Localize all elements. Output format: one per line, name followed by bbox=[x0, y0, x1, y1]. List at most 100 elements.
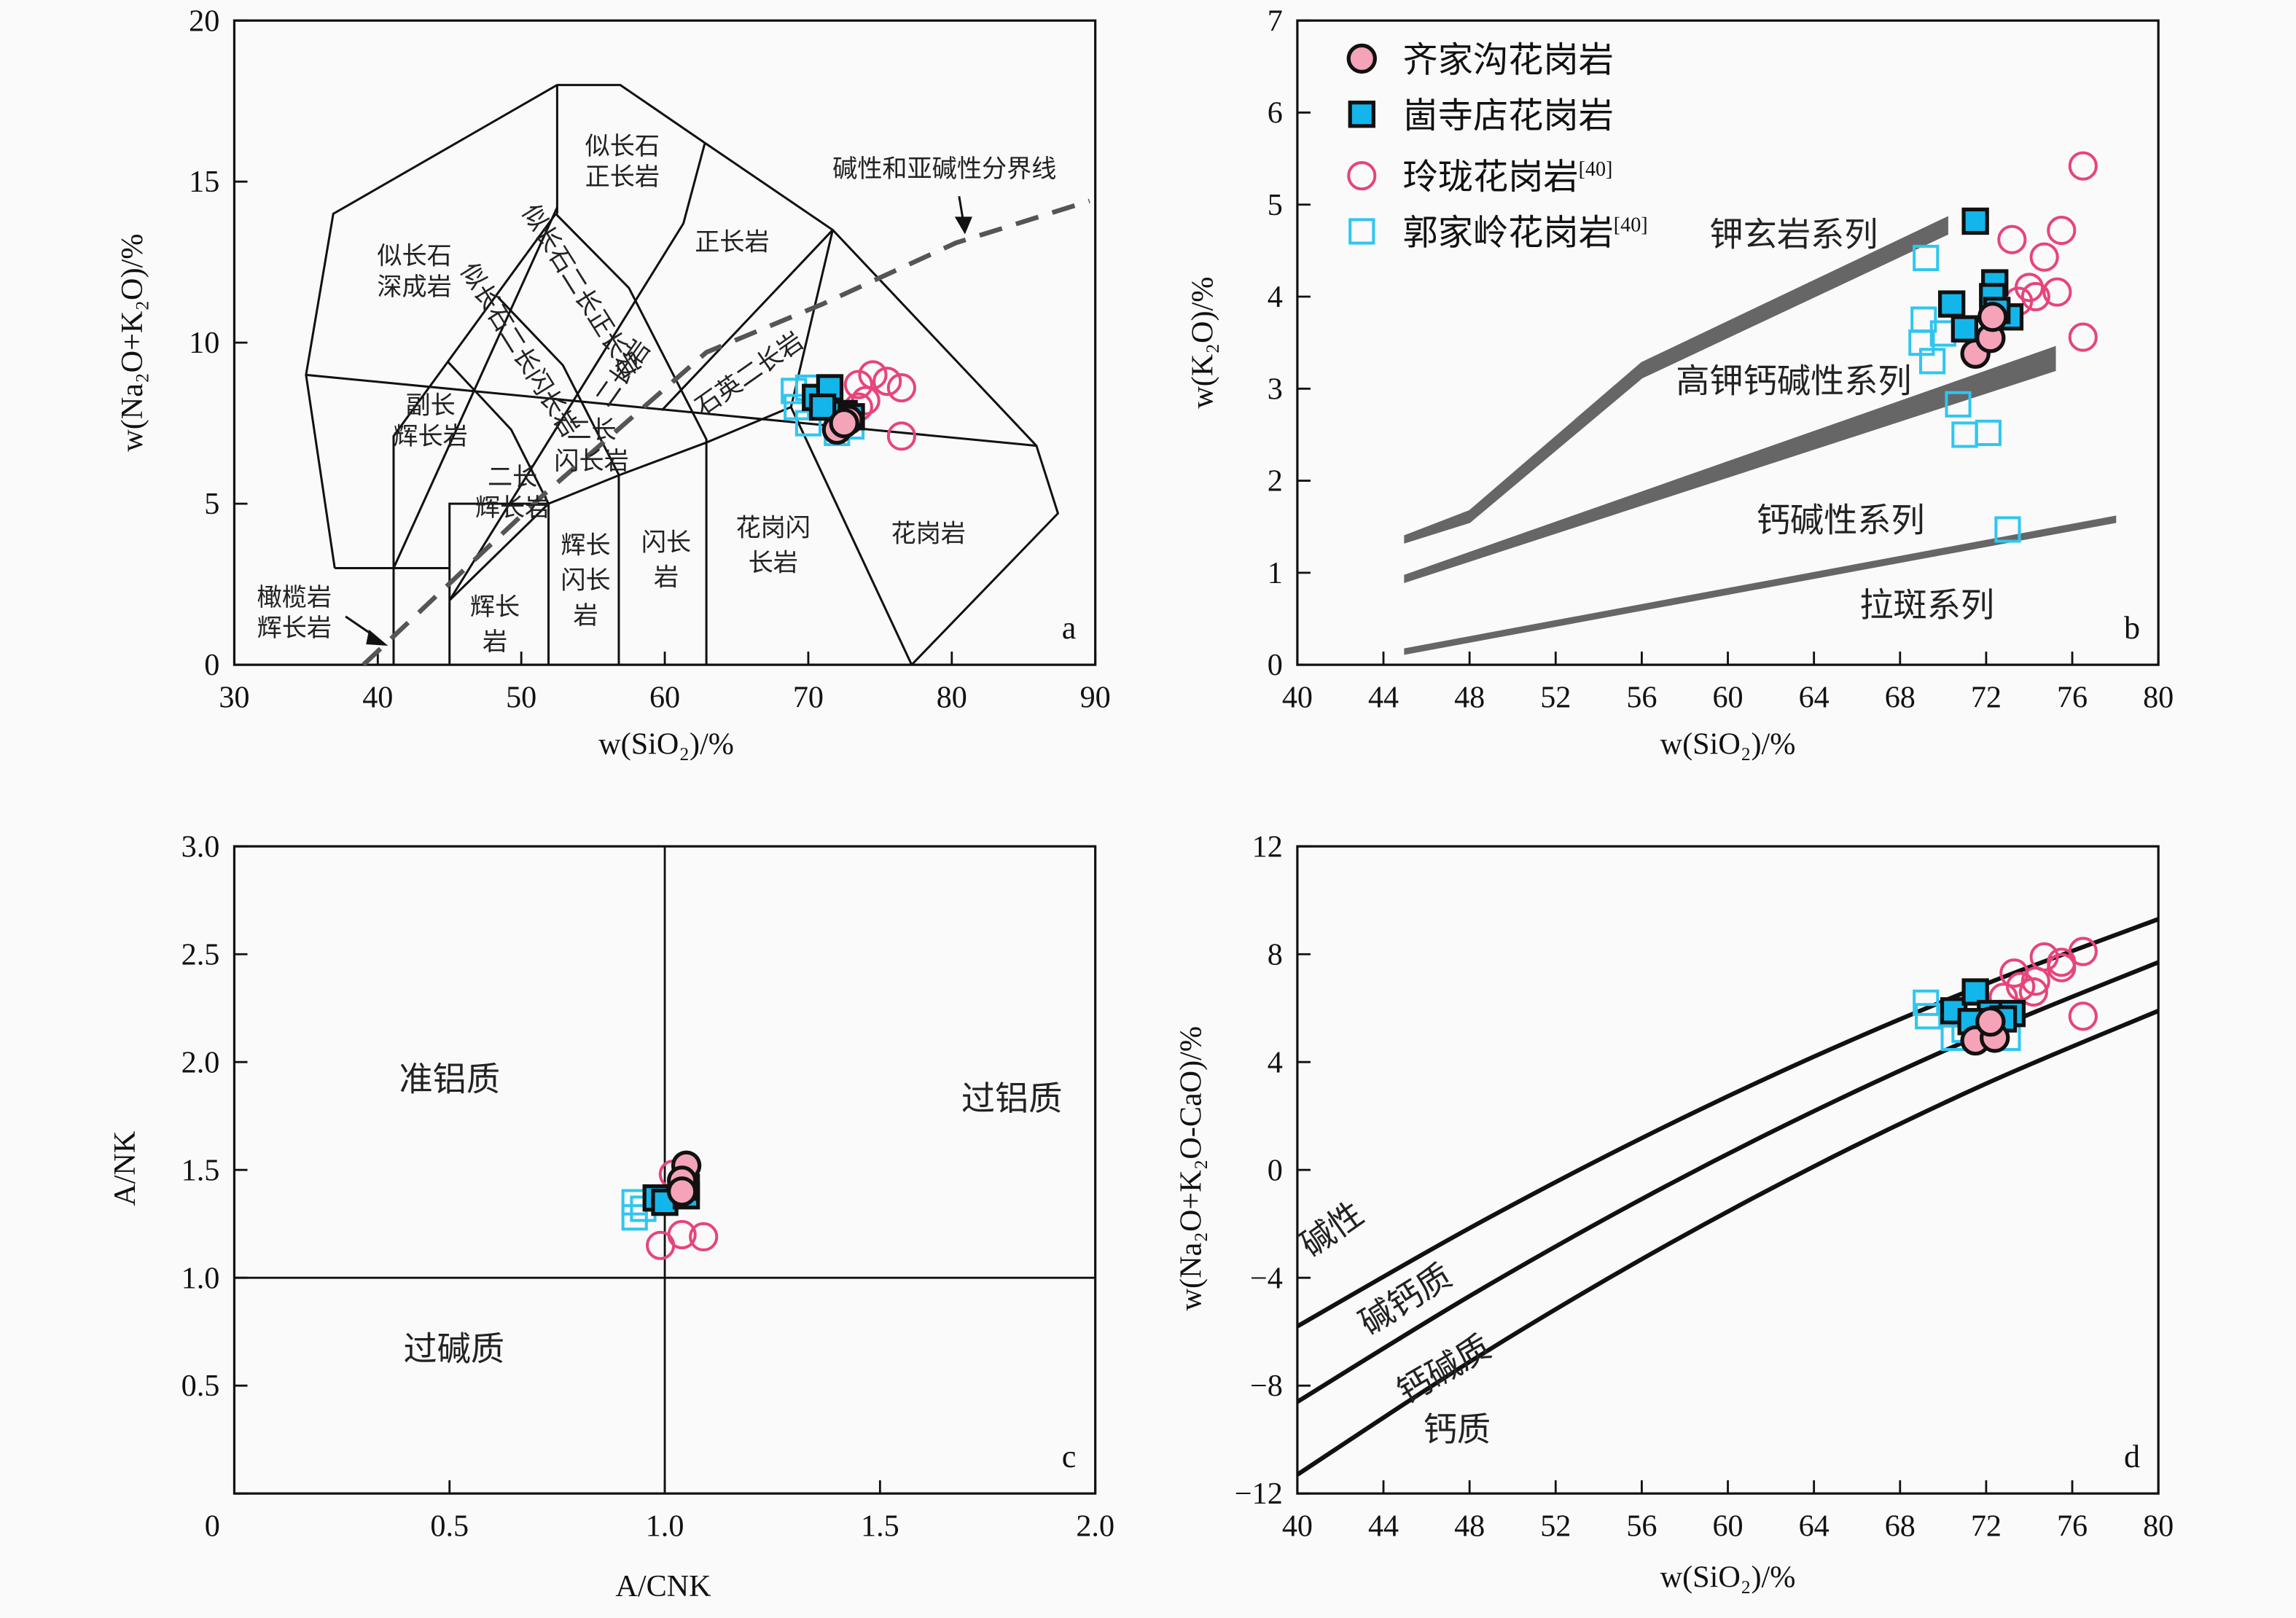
legend-name: 崮寺店花岗岩 bbox=[1403, 97, 1614, 136]
region-label: 准铝质 bbox=[399, 1061, 500, 1098]
label-line: 辉长岩 bbox=[257, 614, 332, 642]
y-tick-label: 10 bbox=[189, 326, 219, 360]
y-tick-label: 4 bbox=[1268, 1045, 1283, 1079]
legend-label: 郭家岭花岗岩[40] bbox=[1403, 214, 1648, 252]
legend-name: 郭家岭花岗岩 bbox=[1403, 214, 1614, 253]
y-tick-label: 2.5 bbox=[181, 937, 220, 972]
y-tick-label: 7 bbox=[1268, 4, 1283, 38]
x-tick-label: 30 bbox=[219, 680, 249, 714]
label-line: 辉长岩 bbox=[393, 423, 467, 450]
series-region-label: 钙碱性系列 bbox=[1757, 501, 1925, 539]
y-tick-label: −4 bbox=[1250, 1261, 1283, 1295]
field-label: 花岗闪长岩 bbox=[736, 514, 811, 577]
x-tick-label: 56 bbox=[1626, 680, 1657, 714]
data-point-linglong bbox=[2020, 966, 2050, 996]
legend-label: 玲珑花岗岩[40] bbox=[1403, 158, 1613, 197]
y-axis-label: w(Na₂O+K₂O)/% bbox=[115, 234, 149, 452]
region-label: 碱钙质 bbox=[1353, 1257, 1459, 1343]
x-tick-label: 76 bbox=[2057, 1509, 2088, 1543]
x-tick-label: 52 bbox=[1540, 680, 1571, 714]
data-point-qijiagou bbox=[666, 1176, 698, 1207]
panel-a-tas-diagram: 30 40 50 60 70 80 90 0 5 10 15 20 w(SiO₂)/% w(Na₂O+K₂… bbox=[115, 4, 1111, 761]
series-filled-circle bbox=[821, 404, 864, 445]
label-line: 正长岩 bbox=[585, 163, 660, 191]
series-filled-circle bbox=[1960, 302, 2008, 370]
x-tick-label: 1.0 bbox=[646, 1509, 684, 1543]
label-line: 似长石 bbox=[585, 133, 660, 160]
data-point-guojialing bbox=[1348, 218, 1375, 245]
x-tick-label: 80 bbox=[937, 680, 967, 714]
data-point-linglong bbox=[843, 370, 873, 399]
y-tick-label: 6 bbox=[1268, 96, 1283, 130]
data-point-guojialing bbox=[1994, 516, 2021, 543]
label-line: 岩 bbox=[574, 602, 598, 630]
x-tick-label: 44 bbox=[1368, 1509, 1399, 1543]
field-label: 花岗岩 bbox=[891, 520, 965, 547]
arrow-head-icon bbox=[954, 216, 972, 235]
field-boundary bbox=[392, 206, 558, 569]
x-tick-label: 80 bbox=[2143, 1509, 2174, 1543]
x-tick-label: 60 bbox=[1712, 680, 1743, 714]
legend-reference: [40] bbox=[1614, 214, 1648, 236]
panel-label: b bbox=[2124, 610, 2140, 646]
data-point-guojialing bbox=[1913, 244, 1940, 272]
x-tick-label: 56 bbox=[1626, 1509, 1657, 1543]
legend-item: 玲珑花岗岩[40] bbox=[1347, 158, 1613, 197]
region-label: 过铝质 bbox=[961, 1080, 1063, 1117]
field-label: 辉长闪长岩 bbox=[561, 532, 610, 629]
label-line: 闪长 bbox=[561, 568, 610, 595]
label-line: 花岗闪 bbox=[736, 514, 811, 542]
panel-d-mali-diagram: 40 44 48 52 56 60 64 68 72 76 80−12−8−404812w(SiO₂… bbox=[1174, 829, 2174, 1594]
field-label: 橄榄岩辉长岩 bbox=[257, 584, 332, 642]
legend-item: 崮寺店花岗岩 bbox=[1348, 97, 1614, 136]
y-tick-label: 2 bbox=[1268, 464, 1283, 499]
field-boundary bbox=[392, 213, 557, 665]
data-point-linglong bbox=[2018, 977, 2048, 1007]
data-point-linglong bbox=[2068, 151, 2098, 181]
y-tick-label: 3 bbox=[1268, 372, 1283, 406]
data-point-gusidian bbox=[1961, 978, 1989, 1006]
region-label: 钙质 bbox=[1424, 1411, 1491, 1448]
data-point-linglong bbox=[2047, 216, 2077, 246]
x-tick-label: 68 bbox=[1885, 1509, 1916, 1543]
panel-b-k2o-sio2-diagram: 40 44 48 52 56 60 64 68 72 76 8001234567w(SiO₂)/%w… bbox=[1185, 4, 2174, 761]
x-axis-label: w(SiO₂)/% bbox=[1660, 1560, 1796, 1595]
field-boundary bbox=[555, 213, 708, 665]
data-point-qijiagou bbox=[829, 407, 859, 439]
legend-name: 玲珑花岗岩 bbox=[1403, 158, 1579, 197]
x-tick-label: 76 bbox=[2057, 680, 2088, 714]
data-point-linglong bbox=[667, 1219, 697, 1250]
label-line: 辉长 bbox=[470, 594, 520, 621]
field-label: 正长岩 bbox=[695, 229, 769, 257]
data-point-qijiagou bbox=[1977, 302, 2008, 332]
y-axis-label: A/NK bbox=[108, 1130, 142, 1206]
data-point-guojialing bbox=[1913, 989, 1940, 1016]
data-point-gusidian bbox=[808, 393, 837, 421]
y-tick-label: 2.0 bbox=[181, 1045, 220, 1079]
legend-item: 郭家岭花岗岩[40] bbox=[1348, 214, 1648, 253]
data-point-linglong bbox=[1999, 958, 2029, 988]
label-line: 二长 bbox=[488, 464, 537, 491]
y-tick-label: 1.5 bbox=[181, 1153, 220, 1187]
x-tick-label: 40 bbox=[1282, 1509, 1313, 1543]
field-boundary bbox=[447, 361, 550, 665]
field-boundary bbox=[660, 229, 834, 412]
legend-label: 齐家沟花岗岩 bbox=[1403, 42, 1614, 80]
x-tick-label: 40 bbox=[362, 680, 393, 714]
data-point-gusidian bbox=[1937, 290, 1966, 318]
y-tick-label: −12 bbox=[1235, 1477, 1283, 1511]
label-line: 橄榄岩 bbox=[257, 584, 332, 611]
data-point-qijiagou bbox=[1346, 43, 1377, 74]
series-region-label: 钾玄岩系列 bbox=[1709, 216, 1878, 254]
field-label: 二长闪长岩 bbox=[554, 418, 628, 475]
x-tick-label: 0 bbox=[205, 1509, 220, 1543]
x-tick-label: 52 bbox=[1540, 1509, 1571, 1543]
data-point-linglong bbox=[872, 367, 902, 396]
data-point-qijiagou bbox=[1975, 1007, 2006, 1037]
legend-reference: [40] bbox=[1579, 158, 1613, 181]
arrow-head-icon bbox=[366, 629, 388, 646]
y-tick-label: 5 bbox=[204, 487, 219, 521]
x-tick-label: 72 bbox=[1971, 680, 2002, 714]
panel-c-ank-acnk-diagram: 0 0.5 1.0 1.5 2.0 0.5 1.0 1.5 2.0 2.5 3.0 A/CNK A/NK… bbox=[108, 829, 1114, 1603]
series-open-circle bbox=[843, 360, 916, 451]
